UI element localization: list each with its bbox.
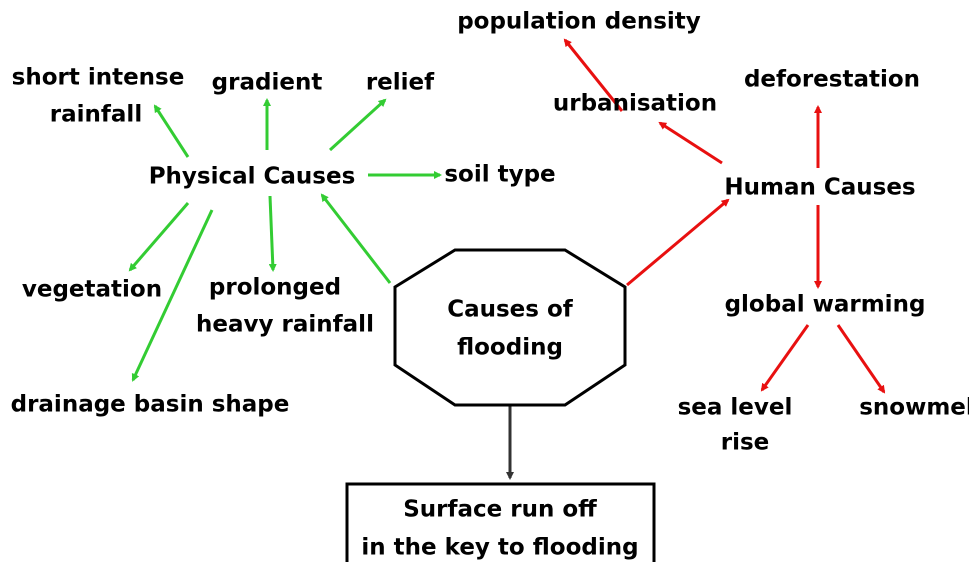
label: sea level — [678, 395, 793, 421]
label: population density — [457, 9, 701, 35]
label: vegetation — [22, 277, 162, 303]
hexagon — [393, 248, 627, 407]
arrow — [131, 209, 214, 382]
label: rainfall — [50, 102, 142, 128]
label: gradient — [212, 70, 323, 96]
arrow — [836, 324, 886, 394]
label: relief — [366, 70, 435, 96]
label: prolonged — [209, 275, 341, 301]
label: rise — [721, 430, 770, 456]
label: Physical Causes — [149, 164, 356, 190]
arrow — [760, 324, 810, 392]
result-box — [345, 482, 656, 562]
label: drainage basin shape — [11, 392, 290, 418]
arrows — [128, 38, 886, 480]
arrow — [658, 121, 723, 165]
label: Human Causes — [724, 175, 915, 201]
arrow — [268, 195, 277, 272]
label: Surface run off — [403, 497, 597, 523]
label: short intense — [12, 65, 185, 91]
label: Causes of — [447, 297, 574, 323]
arrow — [153, 104, 190, 158]
label: flooding — [457, 335, 563, 361]
label: snowmelt — [859, 395, 969, 421]
label: soil type — [444, 162, 555, 188]
arrow — [128, 202, 190, 272]
label: global warming — [725, 292, 926, 318]
labels: Causes of flooding Physical Causes Human… — [11, 9, 969, 561]
label: in the key to flooding — [361, 535, 638, 561]
label: heavy rainfall — [196, 312, 374, 338]
arrow — [626, 198, 730, 287]
arrow — [320, 193, 392, 284]
label: urbanisation — [553, 91, 717, 117]
arrow — [328, 98, 387, 152]
arrow — [563, 38, 624, 112]
label: deforestation — [744, 67, 920, 93]
